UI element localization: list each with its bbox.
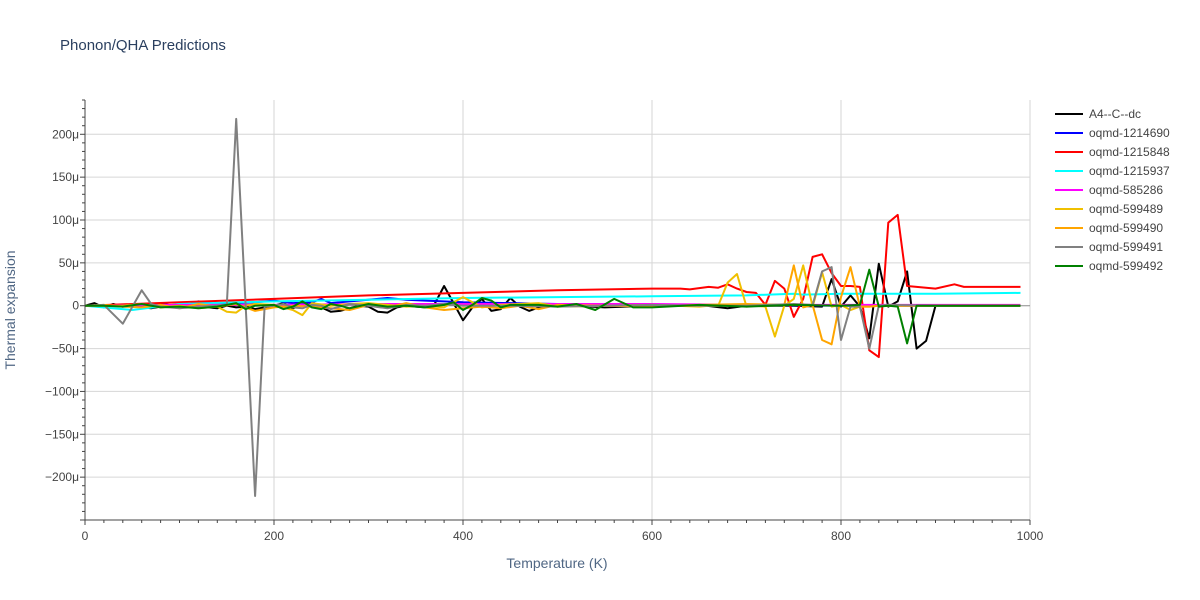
legend-label: oqmd-599491 bbox=[1089, 240, 1163, 254]
x-axis-title: Temperature (K) bbox=[506, 555, 607, 571]
chart-title: Phonon/QHA Predictions bbox=[60, 37, 226, 54]
legend-label: oqmd-599492 bbox=[1089, 259, 1163, 273]
series-line-oqmd-1215848 bbox=[84, 213, 1021, 359]
legend-item-oqmd-585286[interactable]: oqmd-585286 bbox=[1055, 183, 1163, 197]
y-tick-label: 100μ bbox=[52, 213, 79, 227]
x-tick-label: 0 bbox=[82, 529, 89, 543]
legend-label: oqmd-599489 bbox=[1089, 202, 1163, 216]
legend-label: oqmd-1214690 bbox=[1089, 126, 1170, 140]
legend-item-a4-c-dc[interactable]: A4--C--dc bbox=[1055, 107, 1141, 121]
legend-label: A4--C--dc bbox=[1089, 107, 1141, 121]
series-layer bbox=[84, 117, 1021, 497]
y-tick-label: 150μ bbox=[52, 170, 79, 184]
y-tick-label: −200μ bbox=[45, 470, 79, 484]
legend-item-oqmd-599489[interactable]: oqmd-599489 bbox=[1055, 202, 1163, 216]
x-tick-label: 600 bbox=[642, 529, 662, 543]
x-tick-label: 1000 bbox=[1017, 529, 1044, 543]
legend-item-oqmd-1215848[interactable]: oqmd-1215848 bbox=[1055, 145, 1170, 159]
legend-item-oqmd-1214690[interactable]: oqmd-1214690 bbox=[1055, 126, 1170, 140]
series-line-oqmd-599489 bbox=[85, 264, 1021, 338]
legend-label: oqmd-1215937 bbox=[1089, 164, 1170, 178]
legend-item-oqmd-599492[interactable]: oqmd-599492 bbox=[1055, 259, 1163, 273]
grid-layer bbox=[85, 100, 1031, 520]
legend-item-oqmd-1215937[interactable]: oqmd-1215937 bbox=[1055, 164, 1170, 178]
x-tick-label: 800 bbox=[831, 529, 851, 543]
legend-label: oqmd-585286 bbox=[1089, 183, 1163, 197]
y-tick-label: 200μ bbox=[52, 127, 79, 141]
series-line-oqmd-599492 bbox=[85, 268, 1021, 345]
legend-label: oqmd-1215848 bbox=[1089, 145, 1170, 159]
axis-layer: 0 200 400 600 800 1000 −200μ −150μ −100μ −50μ 0 50μ… bbox=[45, 99, 1044, 543]
legend-item-oqmd-599490[interactable]: oqmd-599490 bbox=[1055, 221, 1163, 235]
series-line-oqmd-599491 bbox=[84, 117, 1021, 497]
y-tick-label: 50μ bbox=[59, 256, 79, 270]
legend[interactable]: A4--C--dc oqmd-1214690 oqmd-1215848 oqmd-12… bbox=[1055, 107, 1170, 273]
y-tick-label: −50μ bbox=[52, 342, 79, 356]
x-tick-label: 200 bbox=[264, 529, 284, 543]
y-axis-title: Thermal expansion bbox=[2, 250, 18, 369]
y-tick-label: −150μ bbox=[45, 427, 79, 441]
y-tick-label: −100μ bbox=[45, 384, 79, 398]
x-tick-label: 400 bbox=[453, 529, 473, 543]
legend-item-oqmd-599491[interactable]: oqmd-599491 bbox=[1055, 240, 1163, 254]
y-tick-label: 0 bbox=[72, 299, 79, 313]
legend-label: oqmd-599490 bbox=[1089, 221, 1163, 235]
